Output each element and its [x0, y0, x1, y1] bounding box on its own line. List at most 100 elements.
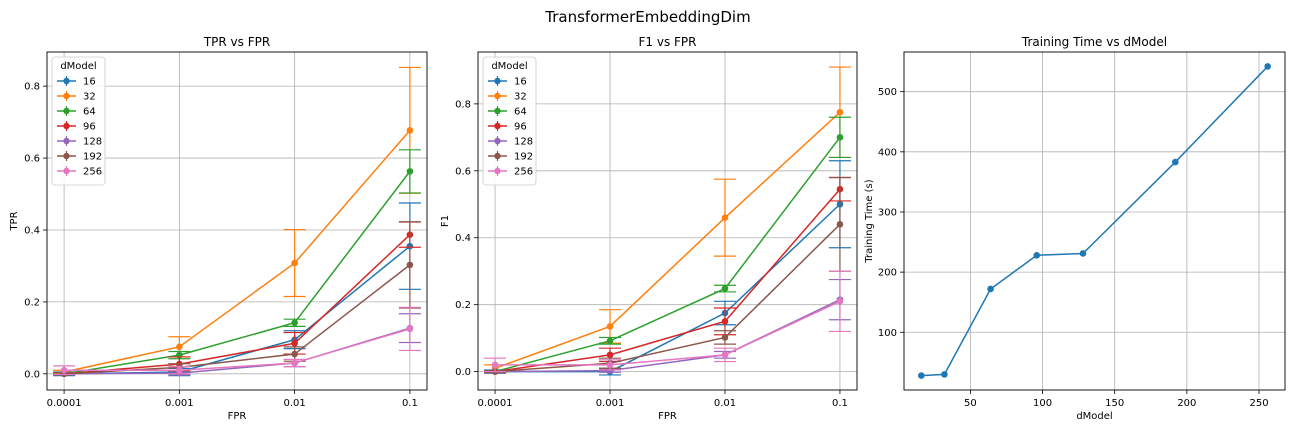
y-tick-label: 0.2 [24, 297, 40, 308]
series-line [495, 298, 841, 373]
y-tick-label: 0.8 [455, 99, 471, 110]
series-line [495, 223, 841, 373]
legend-entry-label: 256 [83, 167, 102, 178]
y-tick-label: 0.0 [24, 369, 40, 380]
figure-suptitle: TransformerEmbeddingDim [544, 8, 750, 26]
legend-title: dModel [60, 61, 96, 72]
x-tick-label: 0.0001 [478, 398, 513, 409]
legend-entry-label: 192 [514, 152, 533, 163]
data-point [291, 259, 298, 267]
data-point [1264, 63, 1271, 70]
y-tick-label: 400 [878, 147, 897, 158]
data-point [606, 323, 614, 330]
data-point [291, 350, 298, 358]
data-point [836, 221, 844, 228]
series-256 [53, 306, 421, 376]
data-point [1172, 158, 1179, 166]
x-tick-label: 0.001 [165, 398, 194, 409]
data-point [836, 108, 844, 116]
data-point [291, 359, 298, 367]
series-256 [484, 270, 851, 373]
legend-swatch-marker [63, 167, 70, 175]
data-point [836, 134, 844, 141]
series-line [64, 328, 411, 371]
axes-title: F1 vs FPR [639, 35, 697, 49]
data-point [941, 371, 948, 378]
legend-swatch-marker [494, 92, 501, 100]
legend-title: dModel [491, 61, 527, 72]
series-192 [484, 176, 851, 375]
data-point [721, 285, 729, 292]
series-line [64, 245, 411, 375]
x-tick-label: 50 [964, 398, 977, 409]
panel-tpr-vs-fpr: 0.0001 0.001 0.01 0.1 0.0 0.2 0.4 0.6 0.8 TPR vs … [9, 35, 428, 422]
legend-entry-label: 16 [83, 77, 96, 88]
x-tick-label: 150 [1105, 398, 1124, 409]
x-axis-label: dModel [1076, 411, 1112, 422]
legend-swatch-marker [494, 167, 501, 175]
y-axis-label: Training Time (s) [864, 179, 875, 263]
data-point [491, 361, 499, 369]
data-point [1033, 251, 1041, 259]
legend-swatch-marker [494, 122, 501, 130]
x-tick-label: 0.01 [714, 398, 736, 409]
legend: dModel 16 32 64 96 128 192 256 [482, 56, 537, 186]
series-line [64, 234, 411, 375]
y-axis-label: F1 [440, 215, 451, 227]
axes-title: Training Time vs dModel [1021, 35, 1167, 49]
series-line [494, 188, 841, 373]
legend-swatch-marker [494, 107, 501, 115]
legend-swatch-marker [63, 122, 70, 130]
series-32 [53, 66, 421, 376]
legend-swatch-marker [63, 77, 70, 85]
y-tick-label: 200 [878, 268, 897, 279]
legend-swatch-marker [63, 107, 70, 115]
data-point [606, 337, 614, 345]
x-tick-label: 100 [1033, 398, 1052, 409]
data-point [836, 298, 844, 305]
x-axis-label: FPR [228, 411, 247, 422]
y-tick-label: 0.0 [455, 367, 471, 378]
x-tick-label: 0.1 [402, 398, 418, 409]
panel-training-time: 50 100 150 200 250 100 200 300 400 500 Training Ti… [864, 35, 1286, 422]
data-point [406, 127, 414, 134]
series-96 [484, 176, 851, 375]
data-point [60, 366, 68, 374]
series-line [921, 65, 1269, 377]
legend-entry-label: 128 [514, 137, 533, 148]
data-point [291, 339, 298, 347]
series-line [63, 129, 411, 373]
axes-frame [903, 51, 1286, 391]
legend-entry-label: 256 [514, 167, 533, 178]
data-point [721, 214, 729, 221]
y-tick-label: 0.6 [24, 154, 40, 165]
data-point [1079, 250, 1087, 257]
legend-entry-label: 16 [514, 77, 527, 88]
data-point [606, 351, 614, 359]
data-point [987, 285, 994, 293]
x-tick-label: 250 [1249, 398, 1268, 409]
axes-frame [46, 51, 428, 391]
data-point [606, 361, 614, 369]
legend-swatch-marker [63, 137, 70, 145]
series-line [64, 264, 411, 375]
y-tick-label: 300 [878, 207, 897, 218]
legend-entry-label: 128 [83, 137, 102, 148]
series-64 [53, 149, 421, 378]
y-tick-label: 0.4 [455, 233, 471, 244]
legend-swatch-marker [63, 92, 70, 100]
data-point [606, 367, 614, 374]
data-point [721, 318, 729, 325]
axes-title: TPR vs FPR [203, 35, 270, 49]
x-tick-label: 0.1 [832, 398, 848, 409]
data-point [406, 261, 414, 269]
y-tick-label: 0.4 [24, 225, 40, 236]
x-tick-label: 0.01 [284, 398, 306, 409]
panel-f1-vs-fpr: 0.0001 0.001 0.01 0.1 0.0 0.2 0.4 0.6 0.8 F1 vs F… [440, 35, 858, 422]
legend-entry-label: 64 [83, 107, 96, 118]
data-point [406, 168, 414, 175]
series-line [63, 170, 411, 375]
data-point [406, 325, 414, 333]
legend-entry-label: 96 [514, 122, 527, 133]
